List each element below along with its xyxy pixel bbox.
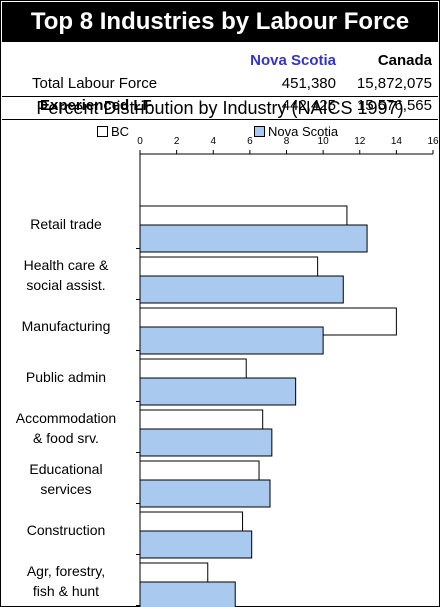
stats-header: Nova Scotia Canada <box>2 52 438 74</box>
row-label-experienced: Experienced LF <box>40 97 152 114</box>
x-tick-label: 10 <box>318 136 330 147</box>
category-label: Agr, forestry, fish & hunt <box>2 561 130 601</box>
bar-nova-scotia <box>139 581 236 607</box>
x-tick-label: 2 <box>174 136 180 147</box>
experienced-ns-value: 442,425 <box>281 97 336 114</box>
legend-label-bc: BC <box>111 124 130 139</box>
x-tick-label: 14 <box>391 136 403 147</box>
experienced-canada-value: 15,576,565 <box>356 97 432 114</box>
legend-item-bc: BC <box>97 124 129 139</box>
chart-title: Percent Distribution by Industry (NAICS … <box>2 96 438 120</box>
category-label-line: & food srv. <box>33 430 99 446</box>
category-label-line: Accommodation <box>15 410 117 426</box>
row-label-total: Total Labour Force <box>32 75 158 92</box>
total-canada-value: 15,872,075 <box>356 75 432 92</box>
category-label-line: Construction <box>26 522 106 538</box>
category-label: Educational services <box>2 459 130 499</box>
category-label-line: social assist. <box>26 277 106 293</box>
bar-nova-scotia <box>139 479 271 508</box>
bar-nova-scotia <box>139 275 344 304</box>
category-label: Construction <box>2 520 130 540</box>
bar-nova-scotia <box>139 377 297 406</box>
bar-nova-scotia <box>139 224 368 253</box>
x-tick-label: 0 <box>137 136 143 147</box>
bar-nova-scotia <box>139 530 253 559</box>
bar-nova-scotia <box>139 326 324 355</box>
column-canada: Canada <box>377 52 432 69</box>
column-nova-scotia: Nova Scotia <box>250 52 336 69</box>
category-label-line: Manufacturing <box>21 318 111 334</box>
category-label-line: fish & hunt <box>32 583 100 599</box>
x-tick-label: 4 <box>210 136 216 147</box>
category-label-line: Retail trade <box>30 216 102 232</box>
category-label: Manufacturing <box>2 316 130 336</box>
page-title: Top 8 Industries by Labour Force <box>2 2 438 42</box>
x-tick-label: 12 <box>354 136 366 147</box>
stats-row-total: Total Labour Force 451,380 15,872,075 <box>2 75 438 97</box>
category-label: Retail trade <box>2 214 130 234</box>
legend-swatch-nova-scotia <box>254 126 265 137</box>
legend-item-nova-scotia: Nova Scotia <box>254 124 338 139</box>
category-label-line: Agr, forestry, <box>26 563 106 579</box>
category-label-line: Public admin <box>25 369 107 385</box>
category-label: Health care & social assist. <box>2 255 130 295</box>
x-tick-label: 16 <box>427 136 439 147</box>
category-label-line: services <box>40 481 92 497</box>
x-tick-label: 6 <box>247 136 253 147</box>
stats-row-experienced: Experienced LF 442,425 15,576,565 <box>2 97 438 119</box>
category-label: Accommodation & food srv. <box>2 408 130 448</box>
category-label-line: Educational <box>29 461 103 477</box>
bar-nova-scotia <box>139 428 273 457</box>
total-ns-value: 451,380 <box>281 75 336 92</box>
category-label-line: Health care & <box>23 257 109 273</box>
legend-swatch-bc <box>97 126 108 137</box>
legend-label-nova-scotia: Nova Scotia <box>268 124 339 139</box>
x-tick-label: 8 <box>284 136 290 147</box>
category-label: Public admin <box>2 367 130 387</box>
